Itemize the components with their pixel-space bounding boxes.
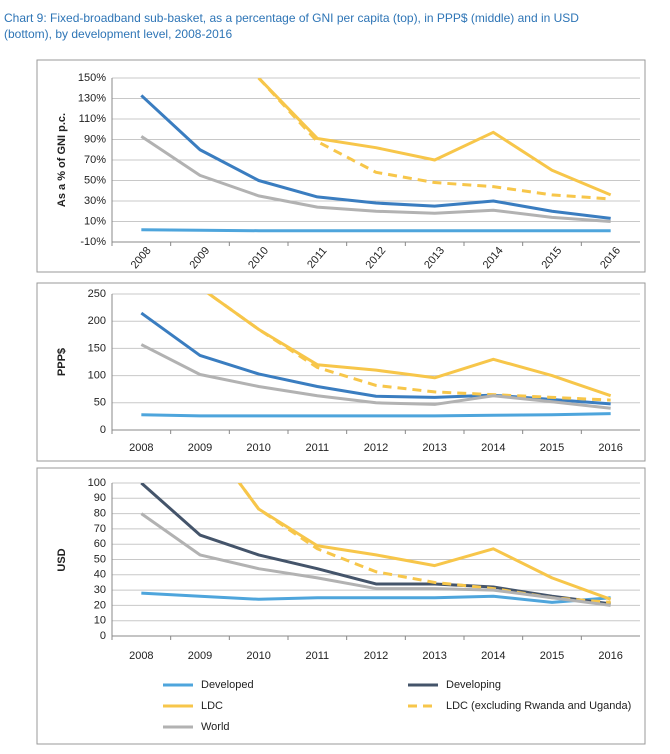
x-tick-label: 2015: [539, 245, 564, 271]
legend-label: LDC: [201, 700, 223, 712]
panel-frame: [36, 467, 646, 745]
x-tick-label: 2009: [187, 245, 212, 271]
series-line: [140, 135, 611, 223]
x-tick-label: 2010: [246, 245, 271, 271]
series-line: [257, 78, 611, 201]
y-tick-label: 0: [100, 424, 106, 436]
legend-label: Developed: [201, 679, 254, 691]
y-tick-label: 250: [88, 288, 106, 300]
series-line: [257, 78, 612, 197]
series-line: [237, 483, 611, 604]
x-tick-label: 2016: [598, 442, 622, 454]
y-tick-label: 40: [94, 569, 106, 581]
series-line: [141, 412, 611, 418]
x-tick-label: 2011: [306, 442, 330, 454]
y-tick-label: 110%: [79, 113, 107, 125]
chart-title: Chart 9: Fixed-broadband sub-basket, as …: [4, 11, 579, 25]
y-tick-label: 90%: [84, 133, 106, 145]
y-tick-label: 50: [94, 553, 106, 565]
y-tick-label: 150: [88, 342, 106, 354]
x-tick-label: 2015: [540, 442, 564, 454]
y-tick-label: 20: [94, 599, 106, 611]
y-tick-label: 30: [94, 584, 106, 596]
series-line: [206, 294, 612, 398]
x-tick-label: 2015: [540, 650, 564, 662]
x-tick-label: 2009: [188, 442, 212, 454]
y-tick-label: 50: [94, 397, 106, 409]
series-line: [140, 94, 611, 220]
y-tick-label: 100: [88, 477, 106, 489]
series-line: [140, 512, 611, 607]
series-line: [140, 311, 611, 406]
y-tick-label: 130%: [78, 92, 106, 104]
x-tick-label: 2014: [481, 245, 506, 271]
legend-label: World: [201, 721, 230, 733]
y-tick-label: 30%: [84, 195, 106, 207]
x-tick-label: 2008: [129, 245, 154, 271]
series-line: [141, 228, 611, 233]
y-tick-label: 50%: [84, 174, 106, 186]
y-tick-label: 150%: [78, 72, 106, 84]
y-tick-label: 80: [94, 508, 106, 520]
panel-frame: [36, 59, 646, 273]
y-tick-label: 200: [88, 315, 106, 327]
series-line: [141, 591, 611, 604]
x-tick-label: 2012: [364, 650, 388, 662]
series-line: [140, 343, 611, 410]
y-axis-label: As a % of GNI p.c.: [56, 113, 68, 207]
x-tick-label: 2011: [305, 245, 329, 271]
x-tick-label: 2013: [422, 245, 447, 271]
x-tick-label: 2011: [306, 650, 330, 662]
x-tick-label: 2014: [481, 442, 505, 454]
y-tick-label: 70: [94, 523, 106, 535]
x-tick-label: 2012: [363, 245, 388, 271]
x-tick-label: 2013: [422, 442, 446, 454]
x-tick-label: 2010: [246, 442, 270, 454]
y-tick-label: 0: [100, 630, 106, 642]
chart-title: (bottom), by development level, 2008-201…: [4, 27, 232, 41]
x-tick-label: 2010: [246, 650, 270, 662]
series-line: [237, 483, 612, 601]
y-axis-label: USD: [56, 548, 68, 571]
x-tick-label: 2008: [129, 650, 153, 662]
x-tick-label: 2016: [598, 650, 622, 662]
y-tick-label: 90: [94, 492, 106, 504]
y-tick-label: 70%: [84, 154, 106, 166]
panel-frame: [36, 282, 646, 462]
x-tick-label: 2014: [481, 650, 505, 662]
legend-label: LDC (excluding Rwanda and Uganda): [446, 700, 631, 712]
x-tick-label: 2012: [364, 442, 388, 454]
y-axis-label: PPP$: [56, 348, 68, 376]
x-tick-label: 2009: [188, 650, 212, 662]
series-line: [206, 294, 611, 402]
y-tick-label: 10%: [84, 215, 106, 227]
legend-label: Developing: [446, 679, 501, 691]
x-tick-label: 2016: [598, 245, 623, 271]
series-line: [140, 483, 611, 606]
x-tick-label: 2008: [129, 442, 153, 454]
y-tick-label: 10: [94, 615, 106, 627]
y-tick-label: -10%: [80, 236, 106, 248]
x-tick-label: 2013: [422, 650, 446, 662]
y-tick-label: 100: [88, 370, 106, 382]
y-tick-label: 60: [94, 538, 106, 550]
